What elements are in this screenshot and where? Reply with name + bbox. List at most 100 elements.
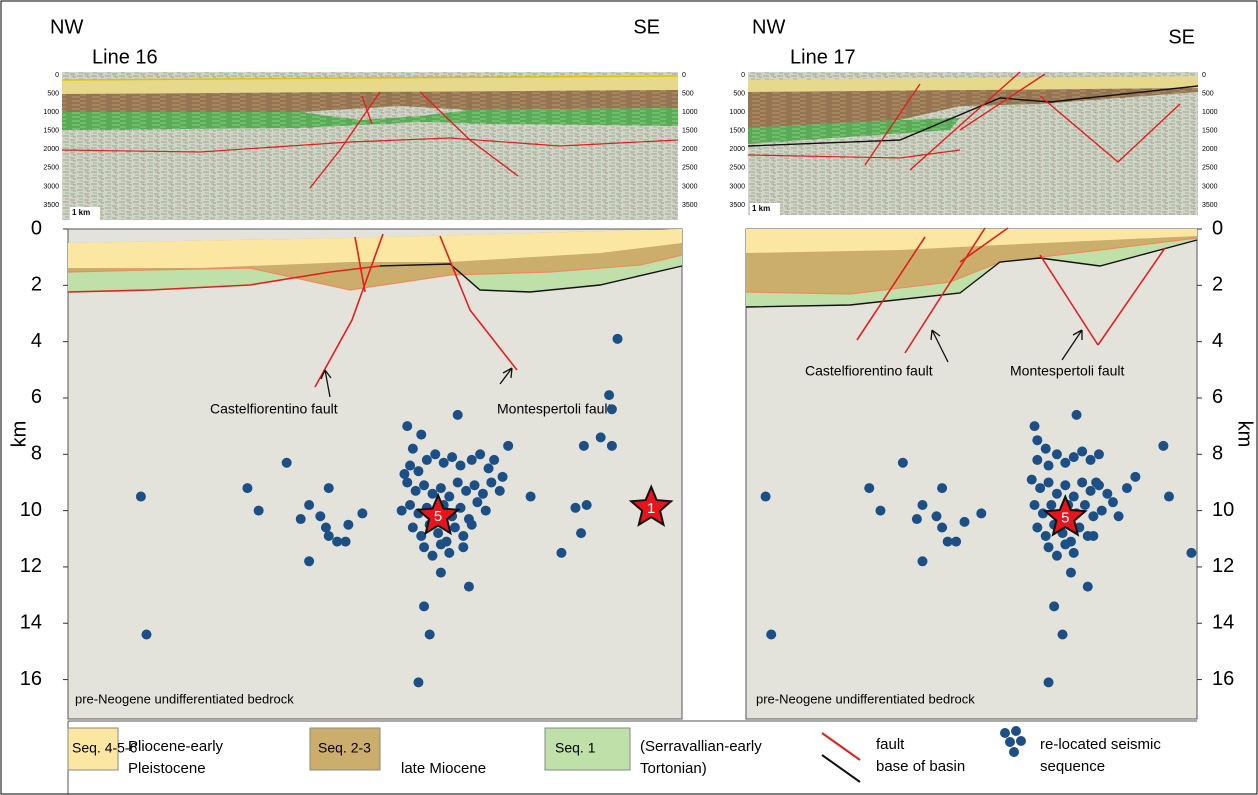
figure: NWSELine 1600500500100010001500150020002… <box>0 0 1258 795</box>
seismic-event <box>1186 548 1196 558</box>
seismic-event <box>405 500 415 510</box>
seismic-event <box>503 441 513 451</box>
seismic-event <box>439 458 449 468</box>
section-title: Line 16 <box>92 46 158 68</box>
y-tick-label: 6 <box>1212 386 1223 408</box>
seismic-event <box>470 480 480 490</box>
seismic-tick-label: 0 <box>741 72 745 79</box>
seismic-event <box>475 449 485 459</box>
fault-label: Castelfiorentino fault <box>210 401 338 417</box>
seismic-event <box>397 506 407 516</box>
y-tick-label: 4 <box>31 330 42 352</box>
seismic-event <box>427 489 437 499</box>
seismic-event <box>1072 410 1082 420</box>
legend-text: re-located seismic <box>1040 736 1161 753</box>
seismic-event <box>498 472 508 482</box>
seismic-event <box>1086 455 1096 465</box>
seismic-event <box>582 500 592 510</box>
seismic-event <box>1032 523 1042 533</box>
seismic-event <box>1052 551 1062 561</box>
seismic-event <box>416 531 426 541</box>
seismic-event <box>526 492 536 502</box>
seismic-event <box>1044 477 1054 487</box>
seismic-event <box>453 477 463 487</box>
main-event-label: 5 <box>434 508 442 525</box>
seismic-event <box>1046 500 1056 510</box>
seismic-event <box>1086 486 1096 496</box>
seismic-line-17 <box>748 72 1198 215</box>
y-tick-label: 16 <box>1212 668 1234 690</box>
seismic-event <box>481 506 491 516</box>
seismic-event <box>436 539 446 549</box>
legend-text: Pleistocene <box>128 760 206 777</box>
seismic-event <box>324 531 334 541</box>
seismic-event <box>1041 444 1051 454</box>
seismic-event <box>467 455 477 465</box>
y-tick-label: 6 <box>31 386 42 408</box>
y-tick-label: 12 <box>20 555 42 577</box>
legend-text: (Serravallian-early <box>640 738 762 755</box>
seismic-tick-label: 1500 <box>1202 128 1218 135</box>
seismic-tick-label: 500 <box>733 90 745 97</box>
direction-label: SE <box>633 16 660 38</box>
seismic-event <box>304 500 314 510</box>
seismic-event <box>458 531 468 541</box>
seismic-event <box>416 430 426 440</box>
y-axis-label: km <box>1234 421 1256 448</box>
seismic-event <box>408 523 418 533</box>
seismic-event <box>959 517 969 527</box>
seismic-event <box>1044 677 1054 687</box>
seismic-event <box>413 677 423 687</box>
seismic-event <box>425 630 435 640</box>
main-event-label: 1 <box>647 500 655 517</box>
bedrock-label: pre-Neogene undifferentiated bedrock <box>756 691 975 706</box>
seismic-event <box>484 463 494 473</box>
scale-bar-label: 1 km <box>752 204 770 213</box>
legend-text: base of basin <box>876 758 965 775</box>
panel-line-17 <box>746 228 1197 719</box>
seismic-event <box>453 410 463 420</box>
seismic-event <box>486 477 496 487</box>
seismic-event <box>1164 492 1174 502</box>
seismic-event <box>1069 452 1079 462</box>
seismic-event <box>1088 531 1098 541</box>
seismic-event <box>898 458 908 468</box>
seismic-tick-label: 2000 <box>729 146 745 153</box>
seismic-event <box>1041 531 1051 541</box>
y-tick-label: 0 <box>31 217 42 239</box>
seismic-event <box>917 556 927 566</box>
seismic-tick-label: 1500 <box>43 128 59 135</box>
seismic-tick-label: 2500 <box>682 165 698 172</box>
seismic-event <box>1094 480 1104 490</box>
seismic-event <box>444 548 454 558</box>
section-title: Line 17 <box>790 46 856 68</box>
seismic-tick-label: 1000 <box>1202 109 1218 116</box>
seismic-event <box>607 441 617 451</box>
seismic-event <box>433 528 443 538</box>
seismic-event <box>1097 506 1107 516</box>
seismic-event <box>1066 568 1076 578</box>
seismic-tick-label: 2000 <box>682 146 698 153</box>
y-tick-label: 12 <box>1212 555 1234 577</box>
seismic-tick-label: 2500 <box>1202 165 1218 172</box>
seismic-event <box>296 514 306 524</box>
seismic-tick-label: 3500 <box>682 202 698 209</box>
seismic-event <box>976 508 986 518</box>
legend-text: fault <box>876 736 905 753</box>
seismic-event <box>399 469 409 479</box>
seismic-event <box>464 582 474 592</box>
seismic-event <box>450 523 460 533</box>
legend-label: Seq. 2-3 <box>318 740 371 756</box>
seismic-event <box>761 492 771 502</box>
seismic-event <box>1130 472 1140 482</box>
y-tick-label: 10 <box>20 499 42 521</box>
seismic-event <box>402 421 412 431</box>
bedrock-label: pre-Neogene undifferentiated bedrock <box>75 691 294 706</box>
legend-text: Tortonian) <box>640 760 707 777</box>
legend-label: Seq. 1 <box>555 740 596 756</box>
seismic-event <box>1049 601 1059 611</box>
seismic-event <box>447 452 457 462</box>
seismic-event <box>570 503 580 513</box>
seismic-event <box>1060 539 1070 549</box>
seismic-event <box>444 492 454 502</box>
